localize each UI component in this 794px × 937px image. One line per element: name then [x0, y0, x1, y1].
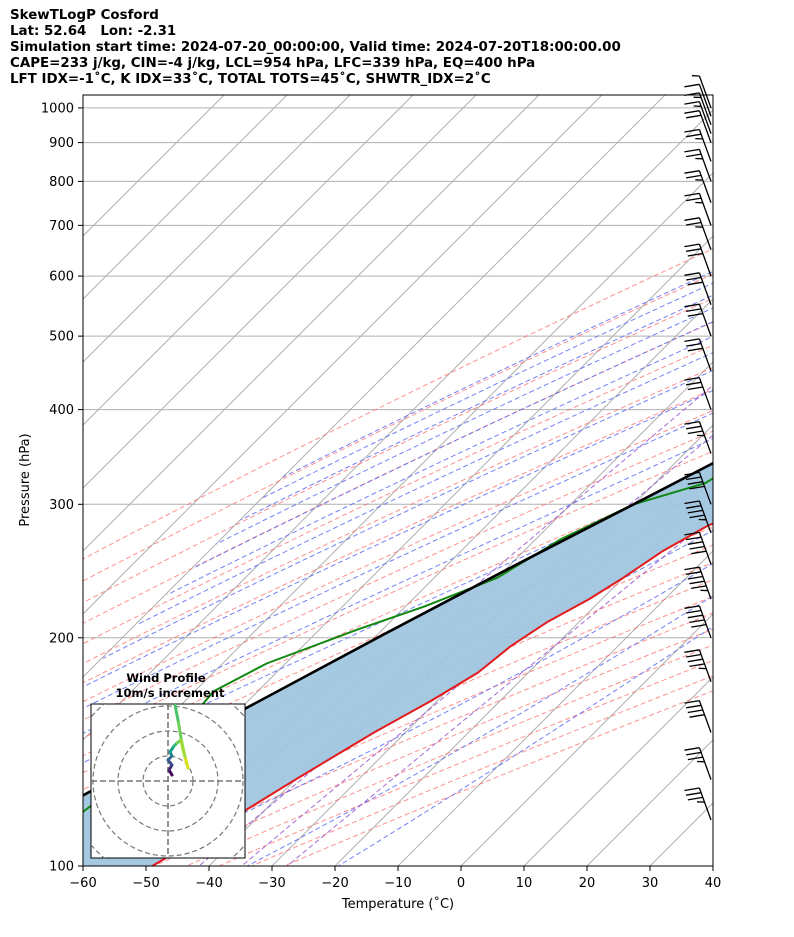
- y-tick-label: 600: [49, 270, 74, 285]
- dry-adiabat: [83, 450, 713, 739]
- dry-adiabat: [283, 690, 713, 866]
- isotherm-line: [712, 865, 713, 866]
- moist-adiabat: [195, 321, 713, 568]
- wind-barb: [684, 92, 712, 126]
- wind-barb: [684, 338, 712, 372]
- y-tick-label: 700: [49, 219, 74, 234]
- wind-barb: [684, 376, 712, 410]
- y-tick-label: 300: [49, 498, 74, 513]
- dry-adiabat: [83, 297, 713, 604]
- dewpoint-line: [83, 477, 713, 814]
- wind-barb: [684, 272, 712, 305]
- isotherm-line: [83, 95, 477, 489]
- wind-barb: [684, 787, 712, 821]
- hodograph-grid: [91, 704, 245, 858]
- isotherm-line: [83, 95, 288, 300]
- wind-barb: [684, 128, 712, 162]
- parcel-line: [83, 461, 713, 797]
- x-tick-label: 20: [579, 876, 596, 891]
- y-tick-label: 500: [49, 330, 74, 345]
- stability-line: CAPE=233 j/kg, CIN=-4 j/kg, LCL=954 hPa,…: [10, 56, 536, 71]
- x-tick-label: 40: [705, 876, 722, 891]
- wind-barb: [684, 110, 712, 143]
- x-tick-label: −10: [384, 876, 411, 891]
- dry-adiabat: [83, 366, 713, 665]
- isotherm-line: [83, 95, 603, 615]
- wind-barb: [684, 303, 712, 337]
- hodograph-trace: [173, 704, 180, 722]
- x-tick-label: −50: [132, 876, 159, 891]
- y-tick-label: 800: [49, 175, 74, 190]
- x-tick-label: 30: [642, 876, 659, 891]
- wind-barb: [684, 531, 712, 565]
- dry-adiabat: [83, 409, 713, 703]
- wind-barb: [684, 747, 712, 780]
- x-tick-label: −20: [321, 876, 348, 891]
- hodograph-trace: [183, 755, 190, 770]
- wind-barb: [684, 243, 712, 277]
- hodograph-trace: [179, 736, 187, 759]
- y-tick-label: 100: [49, 860, 74, 875]
- wind-barb: [684, 471, 712, 505]
- x-axis-label: Temperature (˚C): [341, 896, 454, 912]
- moist-adiabat: [262, 282, 713, 499]
- wind-barb: [684, 605, 712, 639]
- y-tick-label: 1000: [41, 101, 74, 116]
- wind-barb: [684, 217, 712, 250]
- x-tick-label: 0: [457, 876, 465, 891]
- wind-barb: [684, 192, 712, 226]
- location-line: Lat: 52.64 Lon: -2.31: [10, 24, 177, 39]
- chart-header: SkewTLogP Cosford Lat: 52.64 Lon: -2.31 …: [10, 8, 621, 88]
- moist-adiabat: [240, 294, 713, 521]
- isotherm-line: [271, 424, 713, 866]
- x-tick-label: −60: [69, 876, 96, 891]
- wind-barb: [684, 420, 712, 454]
- temperature-line: [151, 522, 713, 866]
- wind-barb: [684, 500, 712, 534]
- x-tick-label: 10: [516, 876, 533, 891]
- x-tick-label: −40: [195, 876, 222, 891]
- hodograph-trace: [176, 718, 183, 740]
- dry-adiabat: [83, 344, 713, 645]
- y-tick-label: 200: [49, 631, 74, 646]
- y-tick-label: 400: [49, 403, 74, 418]
- dry-adiabat: [83, 273, 713, 582]
- isotherm-line: [83, 95, 225, 237]
- isotherm-line: [334, 487, 713, 866]
- y-tick-label: 900: [49, 136, 74, 151]
- dry-adiabat: [83, 248, 713, 560]
- moist-adiabat: [83, 466, 713, 764]
- isotherm-line: [83, 95, 540, 552]
- isotherm-line: [523, 676, 713, 866]
- wind-barb: [684, 699, 712, 733]
- index-line: LFT IDX=-1˚C, K IDX=33˚C, TOTAL TOTS=45˚…: [10, 72, 491, 87]
- isotherm-line: [649, 802, 713, 866]
- wind-barb: [684, 83, 712, 117]
- y-axis-label: Pressure (hPa): [18, 433, 33, 526]
- isotherm-line: [460, 613, 713, 866]
- hodograph-inset: Wind Profile 10m/s increment: [90, 671, 246, 859]
- isotherm-line: [83, 109, 713, 741]
- moist-adiabat: [282, 270, 713, 478]
- wind-barb: [684, 566, 712, 600]
- wind-barb: [684, 170, 712, 203]
- isotherm-line: [83, 95, 414, 426]
- time-line: Simulation start time: 2024-07-20_00:00:…: [10, 40, 621, 55]
- hodograph-subtitle: 10m/s increment: [116, 686, 225, 700]
- wind-barb: [691, 75, 712, 109]
- isotherm-line: [397, 550, 713, 866]
- chart-title: SkewTLogP Cosford: [10, 8, 159, 23]
- wind-barb: [684, 148, 712, 182]
- hodograph-title: Wind Profile: [126, 671, 206, 685]
- wind-barb: [684, 649, 712, 682]
- x-tick-label: −30: [258, 876, 285, 891]
- moist-adiabat: [136, 351, 713, 626]
- mixing-ratio-line: [286, 516, 713, 866]
- isotherm-line: [83, 95, 351, 363]
- wind-barb: [684, 100, 712, 134]
